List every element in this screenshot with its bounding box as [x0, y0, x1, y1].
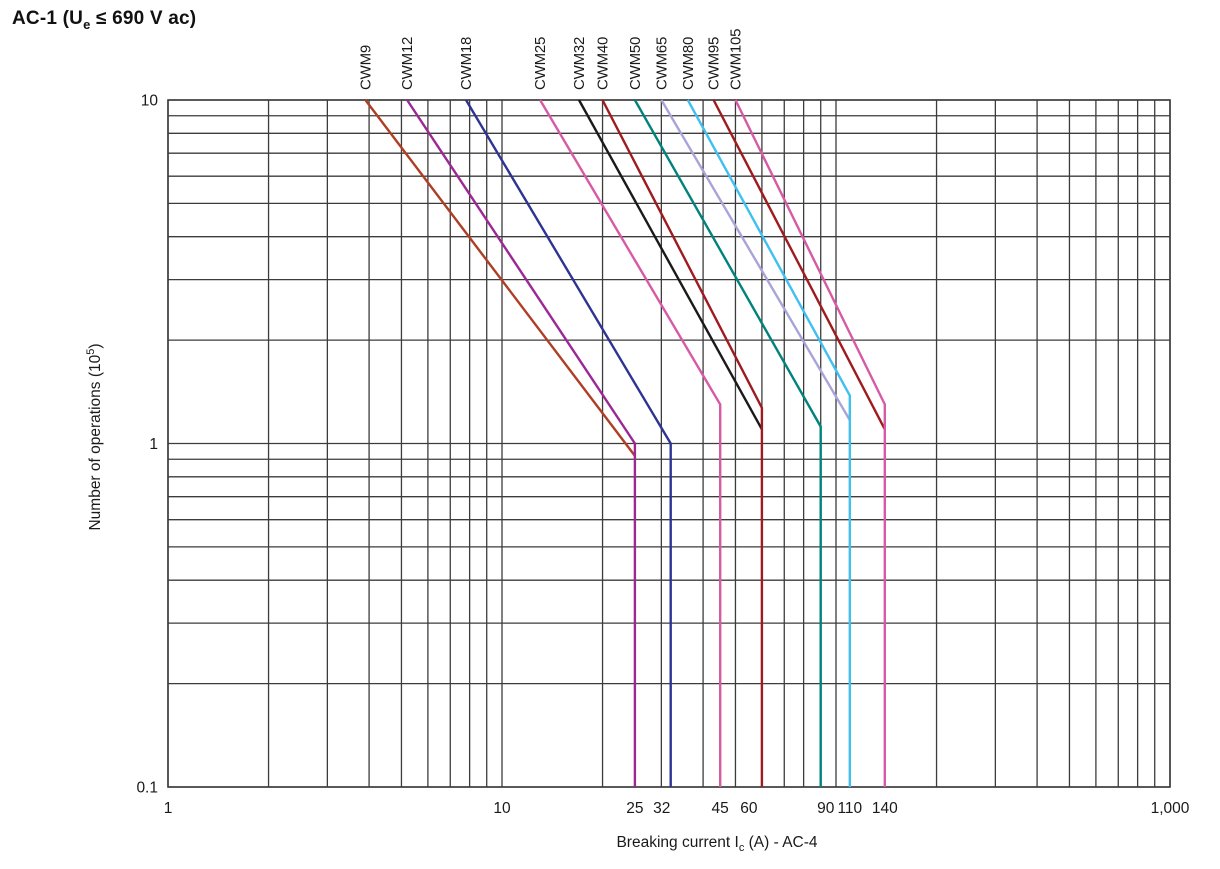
x-tick-label-110: 110	[837, 800, 862, 817]
series-line-CWM12	[406, 99, 637, 787]
x-tick-label-60: 60	[740, 800, 758, 817]
series-line-CWM95	[712, 99, 886, 430]
x-tick-label-25: 25	[626, 800, 643, 817]
y-axis-title: Number of operations (105)	[85, 343, 104, 530]
series-label-CWM32: CWM32	[571, 37, 588, 90]
series-line-CWM9	[364, 99, 636, 457]
x-axis-title: Breaking current Ic (A) - AC-4	[616, 834, 817, 854]
series-label-CWM40: CWM40	[595, 37, 612, 90]
series-label-CWM80: CWM80	[680, 37, 697, 90]
series-line-CWM18	[464, 99, 672, 787]
chart-title-post: ≤ 690 V ac)	[90, 8, 197, 29]
series-label-CWM65: CWM65	[653, 37, 670, 90]
series-line-CWM40	[601, 99, 764, 787]
x-tick-label-140: 140	[872, 800, 898, 817]
series-label-CWM9: CWM9	[357, 45, 374, 90]
chart-title-pre: AC-1 (U	[12, 8, 84, 29]
series-line-CWM50	[633, 99, 822, 787]
plot-border	[167, 99, 1171, 788]
x-tick-label-1,000: 1,000	[1151, 800, 1190, 817]
series-label-CWM12: CWM12	[399, 37, 416, 90]
series-label-CWM95: CWM95	[706, 37, 723, 90]
series-line-CWM80	[686, 99, 851, 787]
y-tick-label-10: 10	[141, 93, 159, 110]
series-line-CWM32	[577, 99, 763, 430]
x-tick-label-1: 1	[164, 800, 173, 817]
x-tick-label-90: 90	[817, 800, 835, 817]
x-tick-label-45: 45	[712, 800, 729, 817]
chart-title: AC-1 (Ue ≤ 690 V ac)	[12, 8, 196, 32]
y-tick-label-1: 1	[149, 436, 158, 453]
x-tick-label-32: 32	[653, 800, 670, 817]
chart-title-sub: e	[83, 16, 91, 32]
x-tick-label-10: 10	[493, 800, 511, 817]
series-label-CWM50: CWM50	[627, 37, 644, 90]
y-tick-label-0.1: 0.1	[136, 780, 158, 797]
series-line-CWM65	[660, 99, 851, 421]
series-line-CWM25	[539, 99, 722, 787]
series-label-CWM105: CWM105	[727, 29, 744, 90]
series-line-CWM105	[734, 99, 886, 787]
series-label-CWM18: CWM18	[458, 37, 475, 90]
series-label-CWM25: CWM25	[532, 37, 549, 90]
